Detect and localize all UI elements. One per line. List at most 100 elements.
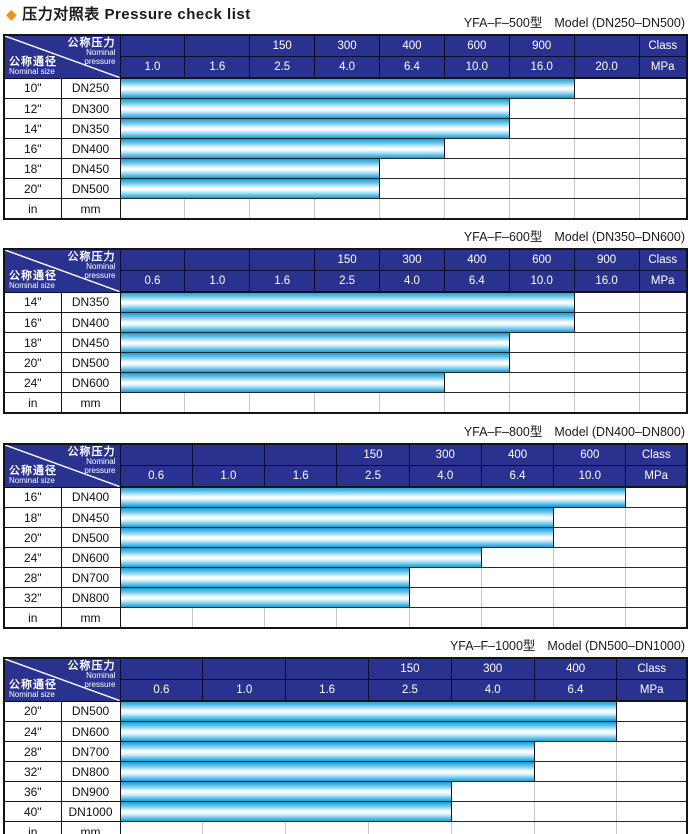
mpa-header-cell: 6.4 — [443, 270, 510, 293]
empty-cell — [616, 761, 687, 782]
mpa-header-cell: 1.6 — [285, 679, 369, 702]
pressure-range-bar — [120, 761, 535, 782]
class-header-cell: 400 — [379, 34, 445, 57]
nominal-pressure-en2: pressure — [84, 56, 116, 66]
class-header-cell: 400 — [533, 657, 618, 680]
unit-in-cell: in — [3, 821, 62, 834]
footer-empty-cell — [202, 821, 286, 834]
mpa-header-cell: 4.0 — [379, 270, 445, 293]
empty-cell — [508, 118, 575, 139]
nominal-pressure-label: 公称压力 Nominal pressure — [68, 251, 116, 280]
size-dn-cell: DN800 — [60, 761, 121, 782]
mpa-header-cell: MPa — [638, 56, 688, 79]
empty-cell — [443, 372, 510, 393]
nominal-pressure-en1: Nominal — [86, 671, 116, 680]
mpa-header-cell: MPa — [625, 465, 688, 488]
footer-empty-cell — [314, 392, 380, 414]
pressure-range-bar — [120, 801, 452, 822]
pressure-range-bar — [120, 527, 555, 548]
pressure-range-bar — [120, 507, 555, 528]
empty-cell — [508, 138, 575, 159]
model-range: Model (DN250–DN500) — [554, 16, 685, 30]
empty-cell — [573, 291, 639, 313]
nominal-pressure-label: 公称压力 Nominal pressure — [68, 446, 116, 475]
footer-empty-cell — [336, 607, 410, 629]
mpa-header-cell: MPa — [616, 679, 688, 702]
footer-empty-cell — [367, 821, 452, 834]
size-dn-cell: DN450 — [60, 507, 121, 528]
nominal-size-en: Nominal size — [9, 690, 55, 699]
pressure-range-bar — [120, 721, 618, 742]
class-header-cell: 600 — [443, 34, 510, 57]
pressure-range-bar — [120, 158, 380, 179]
mpa-header-cell: 0.6 — [119, 679, 204, 702]
class-header-cell — [119, 443, 193, 466]
empty-cell — [625, 547, 687, 568]
footer-empty-cell — [119, 607, 193, 629]
mpa-header-cell: 2.5 — [314, 270, 380, 293]
footer-empty-cell — [638, 198, 687, 220]
nominal-size-label: 公称通径 Nominal size — [9, 465, 57, 486]
pressure-range-bar — [120, 291, 575, 313]
footer-empty-cell — [264, 607, 337, 629]
size-inch-cell: 18" — [3, 507, 62, 528]
mpa-header-cell: 10.0 — [508, 270, 575, 293]
diagonal-divider-icon — [5, 445, 119, 486]
model-range: Model (DN350–DN600) — [554, 230, 685, 244]
page-title-cn: 压力对照表 — [22, 6, 100, 23]
nominal-size-cn: 公称通径 — [9, 679, 57, 691]
empty-cell — [553, 527, 626, 548]
size-dn-cell: DN350 — [60, 118, 121, 139]
model-name: YFA–F–500型 — [463, 16, 543, 30]
model-label: YFA–F–600型 Model (DN350–DN600) — [3, 230, 686, 246]
nominal-size-cn: 公称通径 — [9, 56, 57, 68]
pressure-table: 公称压力 Nominal pressure 公称通径 Nominal size 150 30… — [3, 248, 688, 414]
size-dn-cell: DN500 — [60, 352, 121, 373]
pressure-table-section: YFA–F–1000型 Model (DN500–DN1000) 公称压力 Nomin… — [3, 639, 688, 834]
size-inch-cell: 28" — [3, 567, 62, 588]
footer-empty-cell — [379, 198, 445, 220]
size-dn-cell: DN600 — [60, 372, 121, 393]
pressure-table-section: YFA–F–600型 Model (DN350–DN600) 公称压力 Nominal… — [3, 230, 688, 414]
size-dn-cell: DN700 — [60, 567, 121, 588]
size-inch-cell: 20" — [3, 352, 62, 373]
mpa-header-cell: 1.0 — [191, 465, 266, 488]
class-header-cell: 600 — [508, 248, 575, 271]
class-header-cell — [184, 248, 251, 271]
empty-cell — [573, 158, 639, 179]
empty-cell — [638, 138, 687, 159]
empty-cell — [573, 118, 639, 139]
nominal-size-cn: 公称通径 — [9, 465, 57, 477]
pressure-range-bar — [120, 587, 410, 608]
mpa-header-cell: 1.0 — [184, 270, 251, 293]
empty-cell — [480, 587, 554, 608]
empty-cell — [625, 527, 687, 548]
footer-empty-cell — [249, 392, 315, 414]
class-header-cell — [249, 248, 316, 271]
class-header-cell: Class — [616, 657, 688, 680]
footer-empty-cell — [638, 392, 687, 414]
empty-cell — [480, 547, 554, 568]
class-header-cell: 150 — [314, 248, 380, 271]
class-header-cell: 300 — [314, 34, 380, 57]
unit-mm-cell: mm — [60, 607, 121, 629]
pressure-range-bar — [120, 118, 510, 139]
footer-empty-cell — [573, 392, 639, 414]
pressure-range-bar — [120, 352, 510, 373]
nominal-pressure-label: 公称压力 Nominal pressure — [68, 660, 116, 689]
empty-cell — [616, 801, 687, 822]
empty-cell — [573, 77, 639, 99]
pressure-table-section: YFA–F–800型 Model (DN400–DN800) 公称压力 Nominal… — [3, 425, 688, 629]
size-dn-cell: DN250 — [60, 77, 121, 99]
empty-cell — [573, 178, 639, 199]
empty-cell — [533, 781, 617, 802]
footer-empty-cell — [119, 198, 185, 220]
nominal-pressure-cn: 公称压力 — [67, 446, 116, 458]
mpa-header-cell: 1.0 — [202, 679, 287, 702]
empty-cell — [638, 77, 687, 99]
empty-cell — [625, 587, 687, 608]
footer-empty-cell — [625, 607, 687, 629]
mpa-header-cell: 1.6 — [184, 56, 251, 79]
footer-empty-cell — [285, 821, 369, 834]
size-dn-cell: DN350 — [60, 291, 121, 313]
